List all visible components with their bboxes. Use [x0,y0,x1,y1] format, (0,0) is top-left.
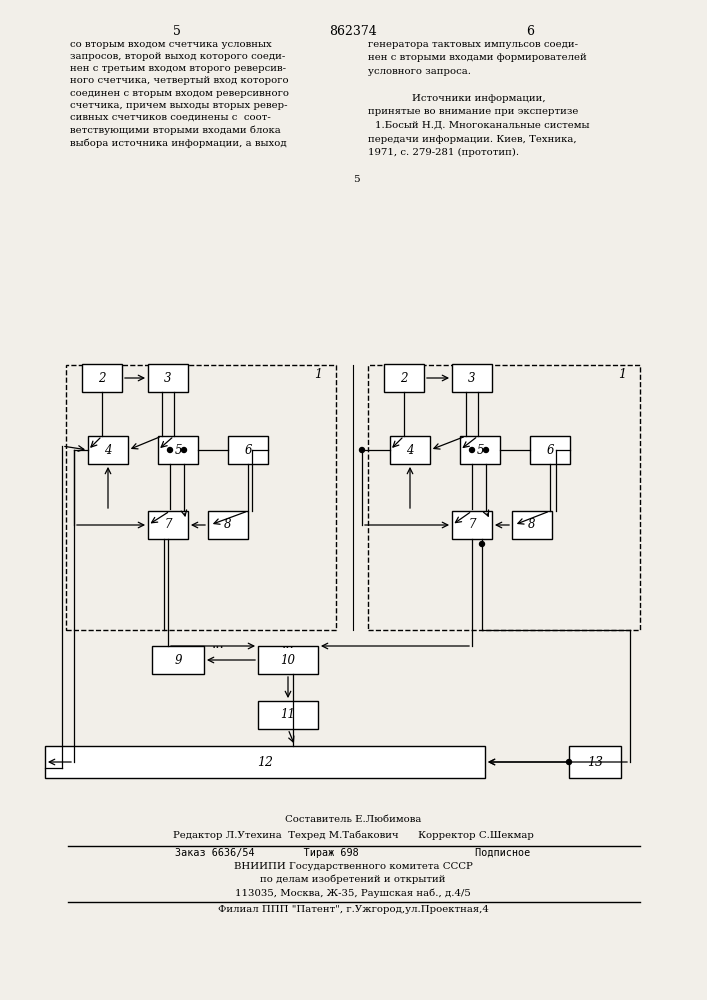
Text: Заказ 6636/54        Тираж 698                   Подписное: Заказ 6636/54 Тираж 698 Подписное [175,848,531,858]
Text: 11: 11 [281,708,296,722]
Text: 3: 3 [164,371,172,384]
Bar [460,436,500,464]
Text: 2: 2 [98,371,106,384]
Bar [368,365,640,630]
Text: 1971, с. 279-281 (прототип).: 1971, с. 279-281 (прототип). [368,148,519,157]
Text: 3: 3 [468,371,476,384]
Circle shape [168,448,173,452]
Bar [258,646,318,674]
Text: по делам изобретений и открытий: по делам изобретений и открытий [260,875,445,884]
Bar [512,511,552,539]
Text: 113035, Москва, Ж-35, Раушская наб., д.4/5: 113035, Москва, Ж-35, Раушская наб., д.4… [235,888,471,898]
Text: 12: 12 [257,756,273,768]
Text: ВНИИПИ Государственного комитета СССР: ВНИИПИ Государственного комитета СССР [233,862,472,871]
Bar [452,511,492,539]
Text: 7: 7 [164,518,172,532]
Bar [530,436,570,464]
Text: 8: 8 [528,518,536,532]
Text: 8: 8 [224,518,232,532]
Bar [152,646,204,674]
Text: ...: ... [281,637,294,651]
Circle shape [479,542,484,546]
Bar [390,436,430,464]
Text: передачи информации. Киев, Техника,: передачи информации. Киев, Техника, [368,134,577,143]
Circle shape [469,448,474,452]
Bar [82,364,122,392]
Text: 1: 1 [618,368,626,381]
Text: 5: 5 [174,444,182,456]
Text: 4: 4 [104,444,112,456]
Text: Филиал ППП "Патент", г.Ужгород,ул.Проектная,4: Филиал ППП "Патент", г.Ужгород,ул.Проект… [218,905,489,914]
Text: 13: 13 [587,756,603,768]
Bar [208,511,248,539]
Bar [258,701,318,729]
Text: 862374: 862374 [329,25,377,38]
Text: ...: ... [211,637,224,651]
Text: Редактор Л.Утехина  Техред М.Табакович      Корректор С.Шекмар: Редактор Л.Утехина Техред М.Табакович Ко… [173,830,534,840]
Text: генератора тактовых импульсов соеди-: генератора тактовых импульсов соеди- [368,40,578,49]
Text: 4: 4 [407,444,414,456]
Circle shape [182,448,187,452]
Text: со вторым входом счетчика условных
запросов, второй выход которого соеди-
нен с : со вторым входом счетчика условных запро… [70,40,289,148]
Circle shape [566,760,571,764]
Bar [148,511,188,539]
Text: условного запроса.: условного запроса. [368,67,471,76]
Text: 5: 5 [173,25,181,38]
Text: Источники информации,: Источники информации, [412,94,546,103]
Bar [45,746,485,778]
Circle shape [359,448,365,452]
Text: 10: 10 [281,654,296,666]
Bar [452,364,492,392]
Text: 1: 1 [314,368,322,381]
Bar [88,436,128,464]
Bar [148,364,188,392]
Text: нен с вторыми входами формирователей: нен с вторыми входами формирователей [368,53,587,62]
Text: 7: 7 [468,518,476,532]
Text: 5: 5 [353,176,359,184]
Text: 5: 5 [477,444,484,456]
Text: 1.Босый Н.Д. Многоканальные системы: 1.Босый Н.Д. Многоканальные системы [375,121,590,130]
Text: 9: 9 [174,654,182,666]
Text: 2: 2 [400,371,408,384]
Bar [228,436,268,464]
Bar [66,365,336,630]
Circle shape [484,448,489,452]
Bar [569,746,621,778]
Text: Составитель Е.Любимова: Составитель Е.Любимова [285,815,421,824]
Text: принятые во внимание при экспертизе: принятые во внимание при экспертизе [368,107,578,116]
Text: 6: 6 [526,25,534,38]
Bar [384,364,424,392]
Text: 6: 6 [244,444,252,456]
Text: 6: 6 [547,444,554,456]
Bar [158,436,198,464]
